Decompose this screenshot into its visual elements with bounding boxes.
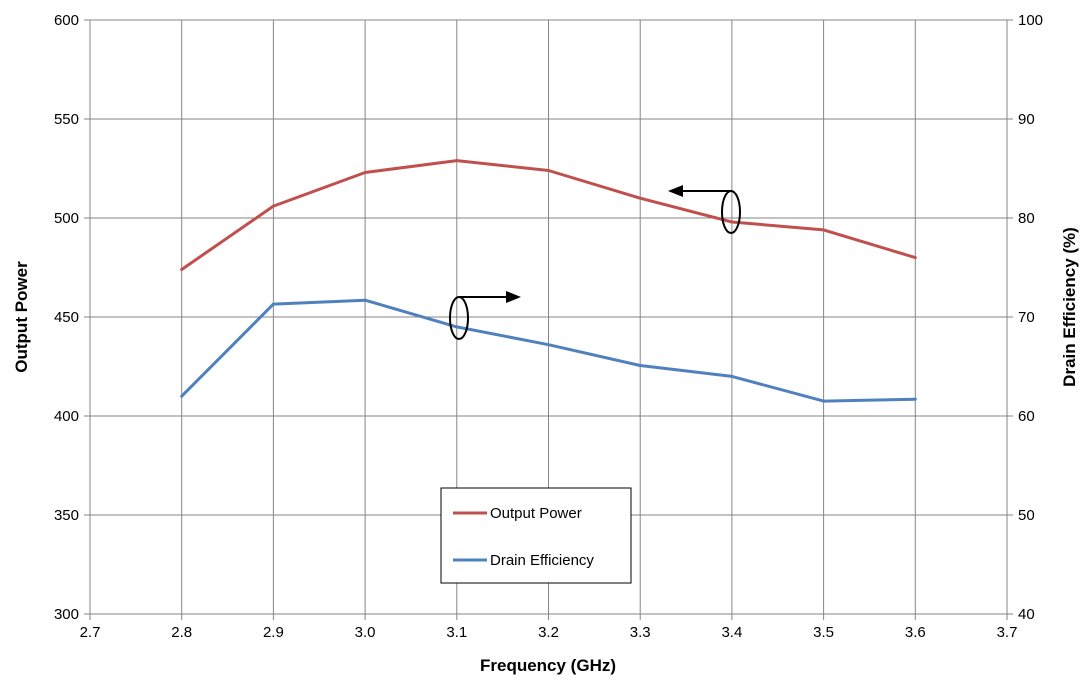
x-tick-label: 3.3 (630, 624, 651, 641)
x-tick-label: 2.7 (80, 624, 101, 641)
left-tick-label: 300 (54, 606, 79, 623)
right-tick-label: 40 (1018, 606, 1035, 623)
left-tick-label: 450 (54, 309, 79, 326)
x-axis-ticks: 2.7 2.8 2.9 3.0 3.1 3.2 3.3 3.4 3.5 3.6 3.7 (80, 614, 1018, 641)
legend-label-drain-efficiency: Drain Efficiency (490, 552, 594, 569)
x-tick-label: 3.7 (997, 624, 1018, 641)
left-tick-label: 500 (54, 210, 79, 227)
data-point-drain-efficiency (271, 302, 275, 306)
data-point-output-power (455, 159, 459, 163)
right-tick-label: 80 (1018, 210, 1035, 227)
data-point-output-power (271, 204, 275, 208)
output-power-axis-arrow-icon (668, 185, 741, 234)
data-point-drain-efficiency (547, 343, 550, 347)
data-point-output-power (913, 256, 917, 260)
right-tick-label: 100 (1018, 12, 1043, 29)
data-point-drain-efficiency (730, 374, 734, 378)
data-point-drain-efficiency (180, 394, 184, 398)
data-point-output-power (547, 168, 550, 172)
x-tick-label: 3.5 (813, 624, 834, 641)
right-tick-label: 90 (1018, 111, 1035, 128)
data-point-drain-efficiency (638, 364, 642, 368)
legend-label-output-power: Output Power (490, 505, 582, 522)
left-tick-label: 400 (54, 408, 79, 425)
x-tick-label: 2.9 (263, 624, 284, 641)
data-point-drain-efficiency (822, 399, 826, 403)
left-tick-label: 600 (54, 12, 79, 29)
x-tick-label: 3.1 (446, 624, 467, 641)
data-point-output-power (822, 228, 826, 232)
drain-efficiency-axis-arrow-icon (449, 291, 521, 340)
x-axis-title: Frequency (GHz) (480, 656, 616, 675)
legend: Output Power Drain Efficiency (440, 487, 632, 584)
x-tick-label: 3.4 (721, 624, 742, 641)
data-point-output-power (363, 170, 367, 174)
right-tick-label: 70 (1018, 309, 1035, 326)
data-point-drain-efficiency (363, 298, 367, 302)
left-axis-ticks: 300 350 400 450 500 550 600 (54, 12, 90, 623)
left-tick-label: 550 (54, 111, 79, 128)
y-axis-title-left: Output Power (12, 261, 31, 373)
data-point-output-power (638, 196, 642, 200)
x-tick-label: 3.6 (905, 624, 926, 641)
right-axis-ticks: 40 50 60 70 80 90 100 (1007, 12, 1043, 623)
left-tick-label: 350 (54, 507, 79, 524)
data-point-output-power (730, 220, 734, 224)
x-tick-label: 3.2 (538, 624, 559, 641)
y-axis-title-right: Drain Efficiency (%) (1060, 227, 1079, 387)
data-point-drain-efficiency (455, 325, 459, 329)
series-lines (180, 159, 917, 403)
right-tick-label: 60 (1018, 408, 1035, 425)
x-tick-label: 2.8 (171, 624, 192, 641)
right-tick-label: 50 (1018, 507, 1035, 524)
data-point-drain-efficiency (913, 397, 917, 401)
data-point-output-power (180, 267, 184, 271)
x-tick-label: 3.0 (355, 624, 376, 641)
